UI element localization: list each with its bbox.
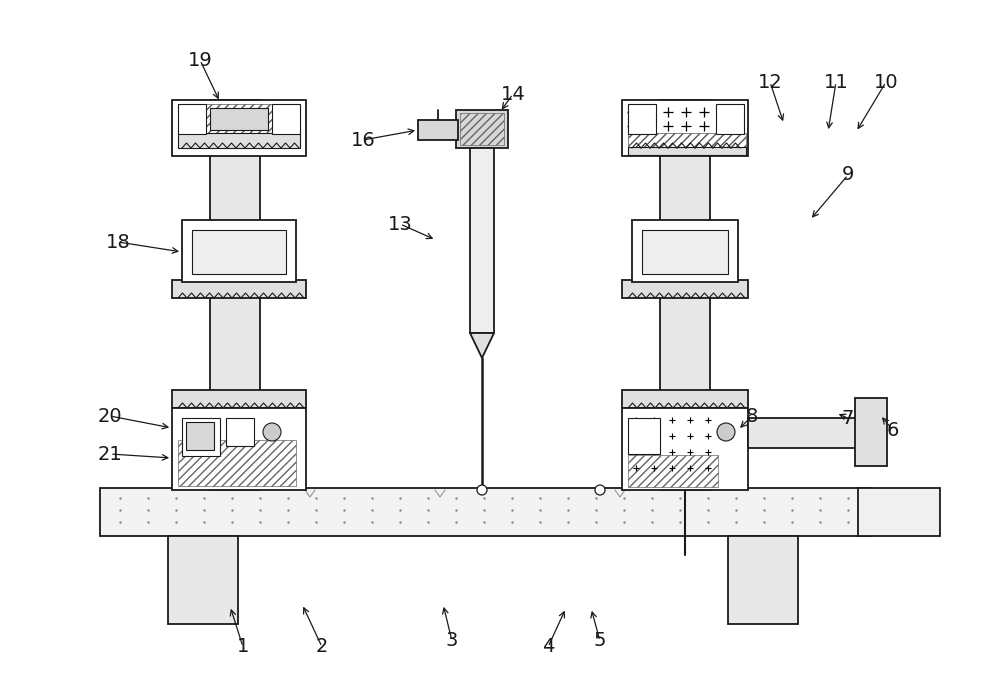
Bar — [182, 220, 296, 282]
Bar — [642, 230, 728, 274]
Circle shape — [595, 485, 605, 495]
Bar — [748, 418, 860, 448]
Bar — [622, 390, 748, 408]
Bar — [628, 147, 746, 155]
Text: 18: 18 — [106, 233, 130, 251]
Bar — [178, 104, 300, 134]
Bar — [172, 408, 306, 490]
Bar — [210, 108, 268, 130]
Text: 11: 11 — [824, 72, 848, 91]
Text: 12: 12 — [758, 72, 782, 91]
Bar — [456, 110, 508, 148]
Bar — [728, 536, 798, 624]
Bar — [628, 104, 656, 134]
Bar — [192, 230, 286, 274]
Bar — [622, 408, 748, 490]
Text: 7: 7 — [842, 408, 854, 427]
Circle shape — [263, 423, 281, 441]
Text: 13: 13 — [388, 214, 412, 233]
Bar — [178, 440, 296, 486]
Circle shape — [477, 485, 487, 495]
Bar — [716, 104, 744, 134]
Circle shape — [717, 423, 735, 441]
Bar — [858, 488, 940, 536]
Text: 21: 21 — [98, 445, 122, 464]
Bar — [622, 100, 748, 156]
Bar — [470, 148, 494, 333]
Bar — [168, 536, 238, 624]
Bar — [418, 120, 458, 140]
Bar — [182, 418, 220, 456]
Text: 9: 9 — [842, 166, 854, 185]
Polygon shape — [470, 333, 494, 358]
Text: 1: 1 — [237, 637, 249, 656]
Bar — [632, 220, 738, 282]
Text: 14: 14 — [501, 84, 525, 103]
Text: 16: 16 — [351, 130, 375, 149]
Text: 5: 5 — [594, 631, 606, 650]
Bar — [210, 100, 260, 490]
Bar — [172, 100, 306, 156]
Bar — [855, 398, 887, 466]
Bar — [172, 390, 306, 408]
Bar — [628, 133, 746, 147]
Bar — [186, 422, 214, 450]
Text: 2: 2 — [316, 637, 328, 656]
Bar — [100, 488, 870, 536]
Text: 19: 19 — [188, 51, 212, 70]
Bar — [660, 100, 710, 490]
Bar — [272, 104, 300, 134]
Bar — [628, 455, 718, 487]
Text: 6: 6 — [887, 420, 899, 439]
Bar — [172, 280, 306, 298]
Bar — [628, 418, 660, 454]
Text: 8: 8 — [746, 406, 758, 425]
Text: 3: 3 — [446, 631, 458, 650]
Text: 10: 10 — [874, 72, 898, 91]
Bar — [622, 280, 748, 298]
Bar — [226, 418, 254, 446]
Text: 20: 20 — [98, 406, 122, 425]
Text: 4: 4 — [542, 637, 554, 656]
Bar — [178, 104, 206, 134]
Bar — [460, 113, 504, 145]
Bar — [178, 133, 300, 148]
